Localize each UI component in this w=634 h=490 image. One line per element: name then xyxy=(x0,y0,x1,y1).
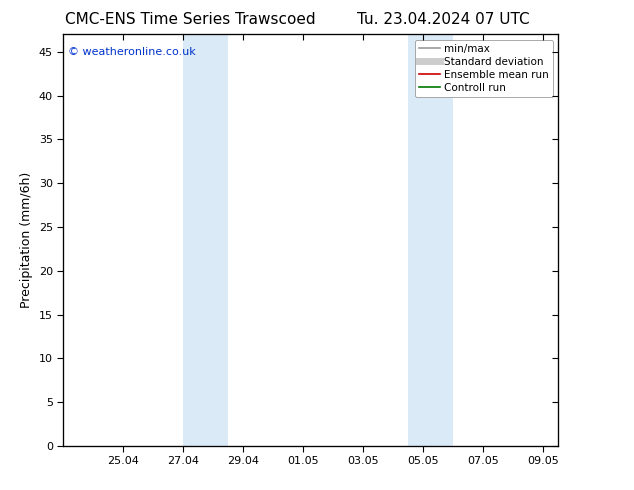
Text: © weatheronline.co.uk: © weatheronline.co.uk xyxy=(68,47,196,57)
Y-axis label: Precipitation (mm/6h): Precipitation (mm/6h) xyxy=(20,172,34,308)
Legend: min/max, Standard deviation, Ensemble mean run, Controll run: min/max, Standard deviation, Ensemble me… xyxy=(415,40,553,97)
Text: Tu. 23.04.2024 07 UTC: Tu. 23.04.2024 07 UTC xyxy=(358,12,530,27)
Text: CMC-ENS Time Series Trawscoed: CMC-ENS Time Series Trawscoed xyxy=(65,12,316,27)
Bar xyxy=(408,34,453,446)
Bar xyxy=(183,34,228,446)
